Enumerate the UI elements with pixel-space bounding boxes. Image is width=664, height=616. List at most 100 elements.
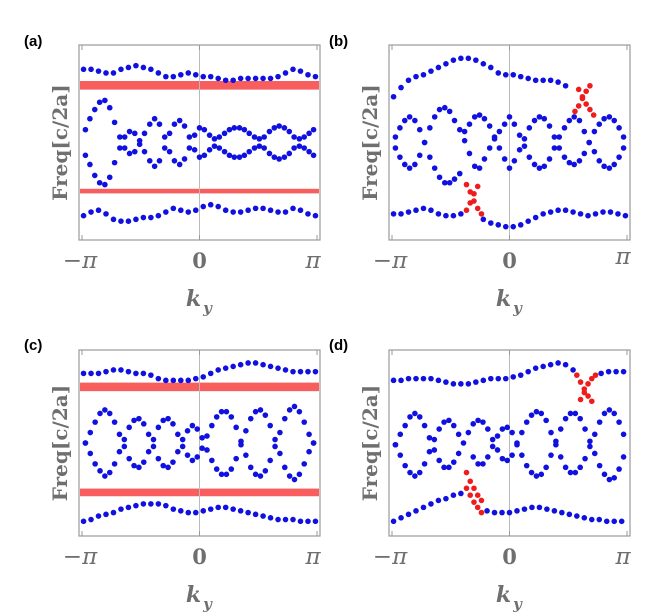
band-point [211,143,218,149]
band-point [557,454,564,460]
band-point [200,73,207,80]
band-point [523,419,530,425]
band-point [163,209,169,215]
crossing-point [592,372,599,378]
band-point [121,443,128,450]
band-point [277,450,283,457]
band-point [540,77,546,84]
band-point [480,461,486,467]
band-point [620,431,627,438]
band-point [243,452,249,458]
band-point [257,407,264,413]
band-point [87,161,93,168]
crossing-point [467,478,474,485]
crossing-point [471,198,477,204]
band-point [536,504,543,511]
band-point [189,422,196,429]
band-point [312,518,319,525]
band-point [252,360,259,366]
band-point [260,75,266,82]
band-point [146,158,153,164]
band-point [247,464,254,471]
band-point [562,82,569,89]
band-point [226,126,233,133]
band-point [450,57,457,63]
band-point [148,66,154,73]
band-point [585,212,591,219]
crossing-point [588,398,595,405]
band-point [166,130,173,137]
band-point [233,455,239,462]
band-point [461,137,468,144]
band-point [222,77,229,84]
band-point [431,165,438,171]
band-point [398,515,404,521]
band-point [511,158,518,164]
band-point [155,212,162,219]
band-point [591,148,598,155]
band-point [441,419,447,425]
band-point [111,159,118,166]
band-point [458,381,464,387]
band-point [116,448,123,455]
band-point [616,154,622,160]
band-point [496,128,503,135]
band-point [136,137,143,144]
x-tick-label: −π [63,544,98,570]
band-point [312,368,319,375]
band-point [510,223,517,230]
band-point [260,513,266,519]
band-point [82,440,89,446]
band-point [461,128,468,135]
band-point [441,464,447,471]
band-point [310,440,317,446]
band-point [111,461,118,467]
band-point [544,506,550,512]
band-point [88,66,94,73]
band-point [547,77,554,84]
band-point [271,125,278,131]
band-point [290,66,296,73]
band-point [486,145,493,151]
band-point [426,434,433,441]
band-point [148,501,154,507]
band-point [451,117,458,124]
band-point [301,419,308,425]
band-point [572,469,579,476]
band-point [87,450,94,457]
band-point [397,125,403,131]
band-point [151,163,158,170]
band-point [540,211,546,217]
band-point [416,152,423,159]
band-point [170,506,177,512]
band-point [514,440,520,446]
band-point [267,515,274,521]
band-point [397,431,404,438]
crossing-point [471,499,477,505]
crossing-point [590,112,597,118]
band-point [237,209,244,215]
band-point [531,161,538,168]
x-axis-label: k [186,286,201,312]
band-point [281,415,288,422]
band-point [541,163,548,170]
band-point [276,123,282,129]
band-point [290,368,296,375]
band-point [443,495,449,502]
band-point [186,145,193,151]
band-point [471,114,478,120]
band-point [605,368,612,375]
band-point [540,363,546,370]
band-point [148,214,154,221]
band-point [487,220,494,226]
band-point [251,134,258,140]
crossing-point [579,93,586,100]
band-point [140,370,147,377]
band-point [528,469,535,476]
band-point [600,209,606,215]
band-point [222,504,229,511]
band-point [390,211,397,217]
crossing-point [474,205,481,212]
band-point [272,436,278,443]
band-point [413,375,419,382]
